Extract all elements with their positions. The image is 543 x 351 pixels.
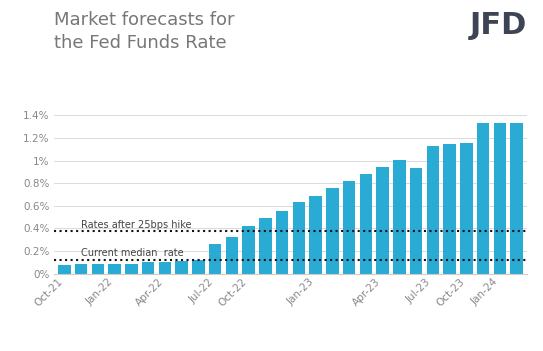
Bar [310, 196, 322, 274]
Bar [159, 263, 171, 274]
Bar [125, 264, 137, 274]
Text: Rates after 25bps hike: Rates after 25bps hike [81, 220, 192, 230]
Bar [75, 264, 87, 274]
Bar [293, 203, 305, 274]
Bar [259, 218, 272, 274]
Bar [427, 146, 439, 274]
Bar [225, 237, 238, 274]
Bar [510, 122, 523, 274]
Bar [242, 226, 255, 274]
Bar [343, 181, 356, 274]
Bar [108, 264, 121, 274]
Bar [58, 265, 71, 274]
Bar [494, 122, 506, 274]
Text: Current median  rate: Current median rate [81, 249, 184, 258]
Text: Market forecasts for
the Fed Funds Rate: Market forecasts for the Fed Funds Rate [54, 11, 235, 52]
Bar [142, 263, 154, 274]
Bar [192, 260, 205, 274]
Bar [477, 123, 489, 274]
Bar [326, 188, 339, 274]
Text: JFD: JFD [469, 11, 527, 40]
Bar [410, 168, 422, 274]
Bar [276, 211, 288, 274]
Bar [92, 264, 104, 274]
Bar [359, 174, 372, 274]
Bar [175, 261, 188, 274]
Bar [376, 167, 389, 274]
Bar [209, 244, 222, 274]
Bar [393, 160, 406, 274]
Bar [444, 144, 456, 274]
Bar [460, 143, 473, 274]
